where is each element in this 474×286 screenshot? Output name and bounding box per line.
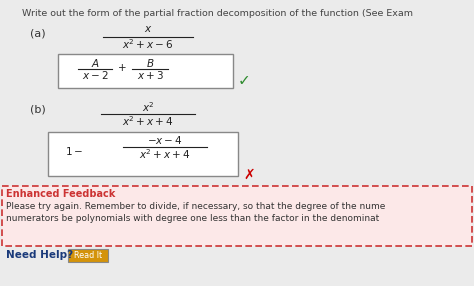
Text: $A$: $A$ (91, 57, 100, 69)
Bar (58, 54, 233, 88)
Text: Read It: Read It (74, 251, 102, 260)
Text: Enhanced Feedback: Enhanced Feedback (6, 189, 115, 199)
Text: Write out the form of the partial fraction decomposition of the function (See Ex: Write out the form of the partial fracti… (22, 9, 413, 18)
Text: $x^2+x+4$: $x^2+x+4$ (139, 147, 191, 161)
Text: $-x-4$: $-x-4$ (147, 134, 183, 146)
Text: Need Help?: Need Help? (6, 250, 73, 260)
Bar (2, 186, 472, 246)
Text: $x^2+x+4$: $x^2+x+4$ (122, 114, 174, 128)
Text: $x$: $x$ (144, 24, 152, 34)
Bar (48, 132, 238, 176)
Text: $x-2$: $x-2$ (82, 69, 109, 81)
Text: $1-$: $1-$ (65, 145, 83, 157)
Text: ✓: ✓ (238, 73, 251, 88)
Text: $x^2+x-6$: $x^2+x-6$ (122, 37, 173, 51)
Text: (a): (a) (30, 28, 46, 38)
Text: numerators be polynomials with degree one less than the factor in the denominat: numerators be polynomials with degree on… (6, 214, 379, 223)
Text: $x+3$: $x+3$ (137, 69, 164, 81)
Bar (68, 249, 108, 262)
Text: Please try again. Remember to divide, if necessary, so that the degree of the nu: Please try again. Remember to divide, if… (6, 202, 385, 211)
Text: ✗: ✗ (243, 168, 255, 182)
Text: (b): (b) (30, 104, 46, 114)
Text: $x^2$: $x^2$ (142, 100, 155, 114)
Text: $+$: $+$ (117, 62, 127, 73)
Text: $B$: $B$ (146, 57, 154, 69)
